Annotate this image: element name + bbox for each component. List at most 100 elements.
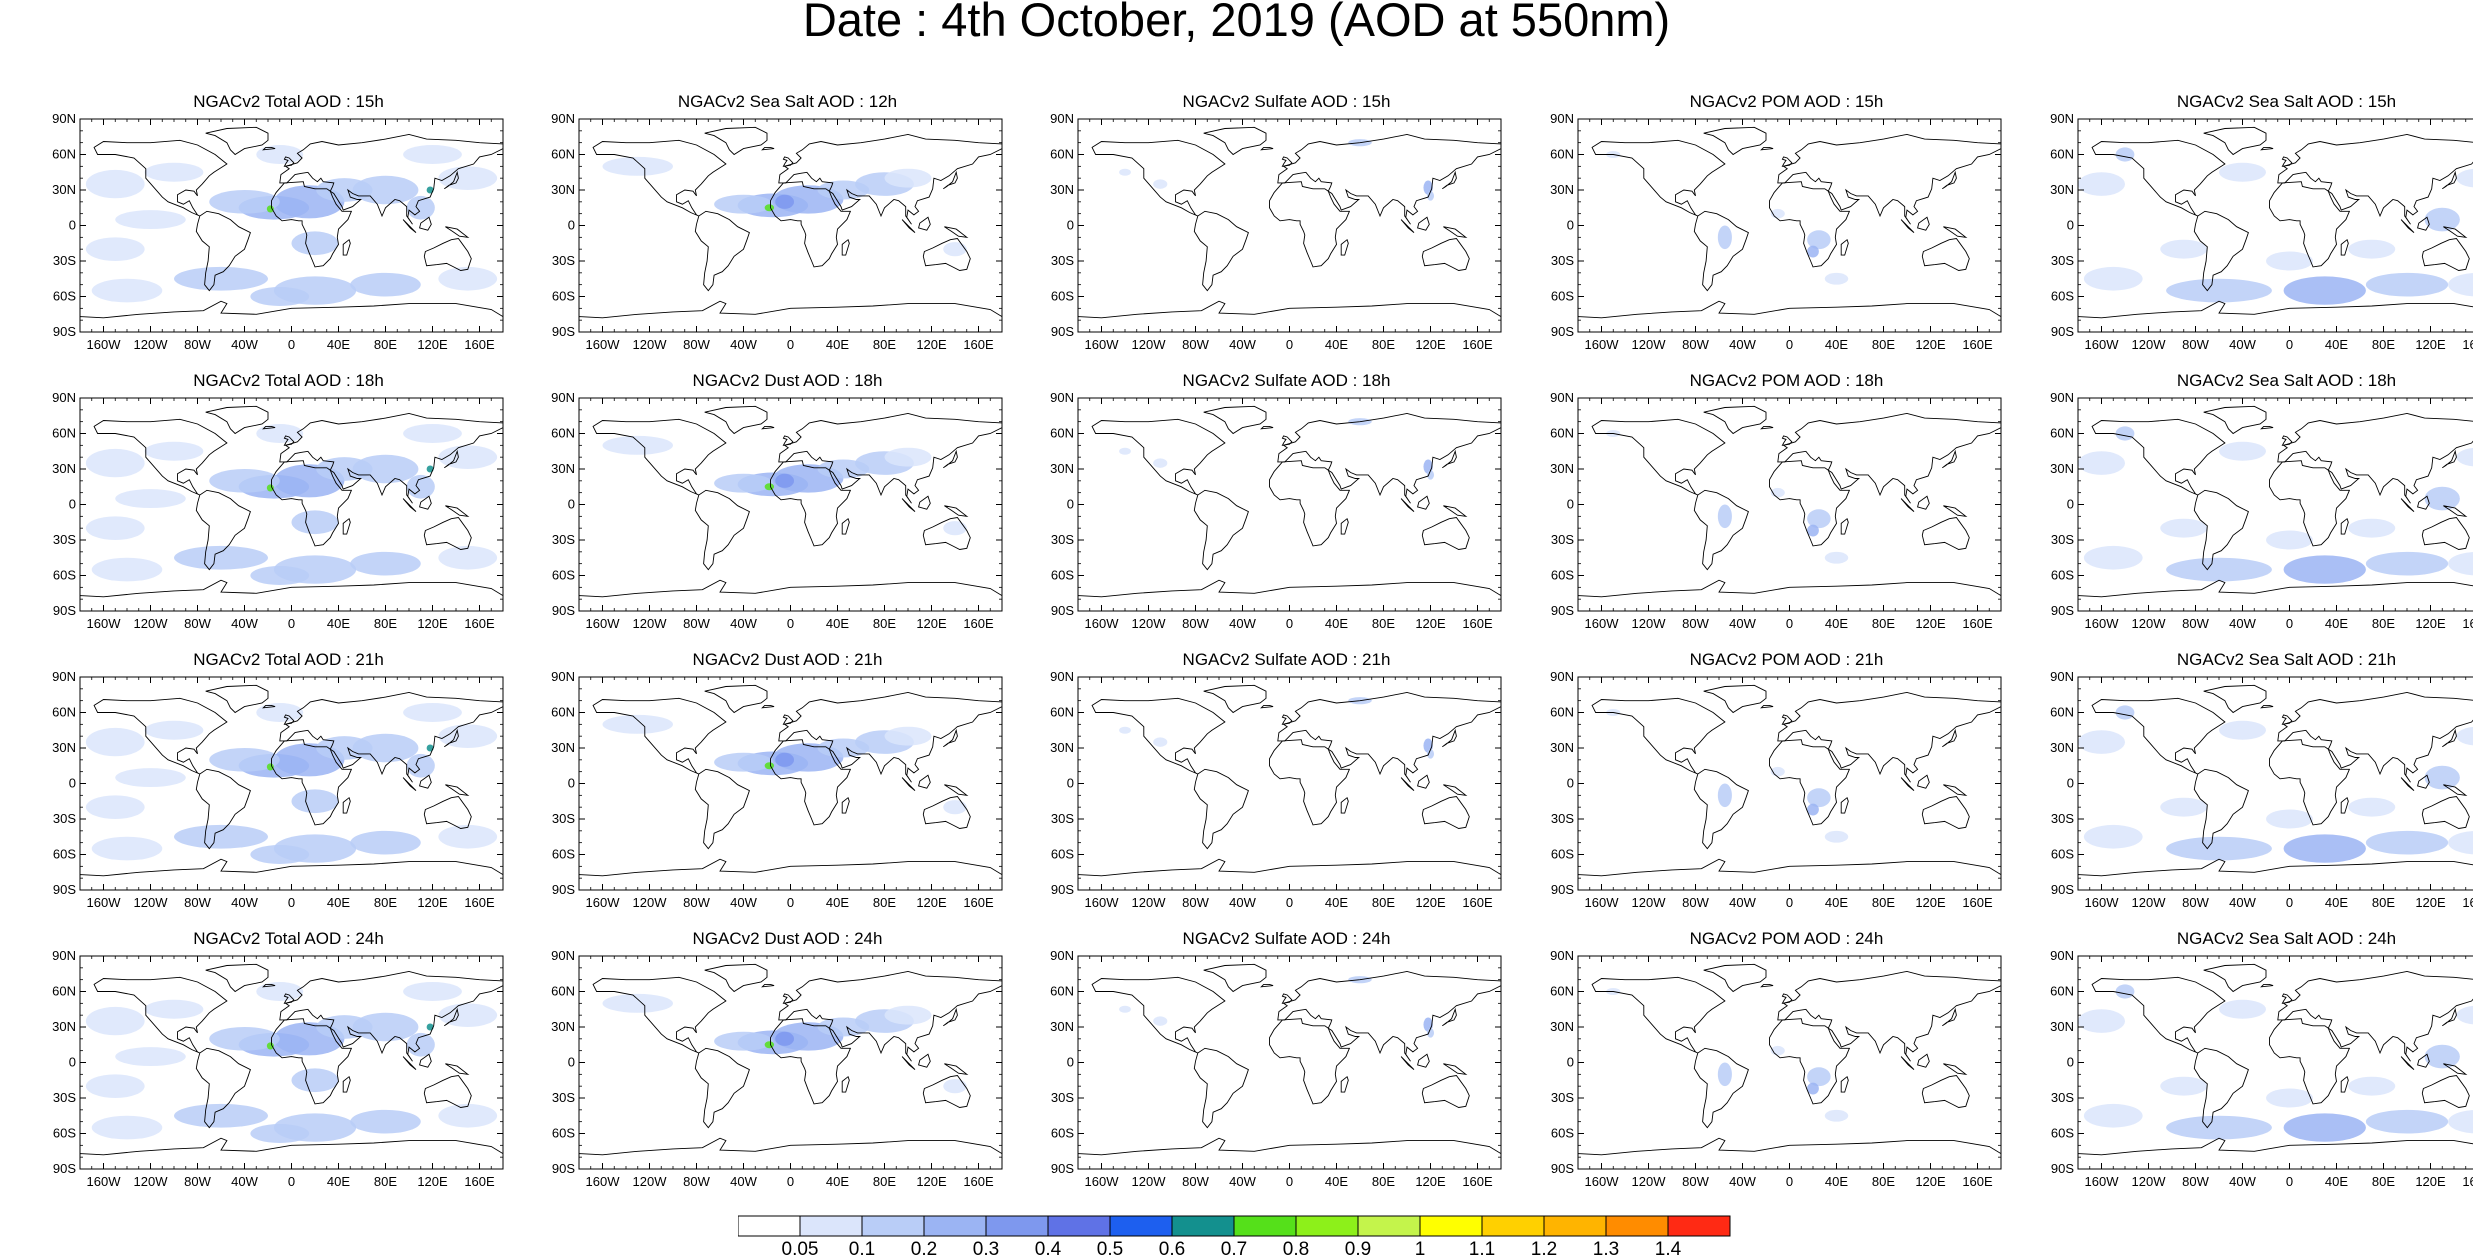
coastline (1777, 970, 2001, 1062)
coastline (944, 1063, 969, 1075)
lon-label: 40W (1229, 1174, 1256, 1189)
lon-label: 80E (1872, 895, 1895, 910)
aod-shading (2166, 557, 2272, 582)
lat-label: 30N (551, 182, 575, 197)
aod-shading (144, 441, 204, 461)
aod-shading (2448, 830, 2473, 855)
coastline (1777, 133, 2001, 225)
colorbar-label: 0.5 (1097, 1239, 1123, 1257)
lon-label: 80E (873, 1174, 896, 1189)
lat-label: 90N (551, 111, 575, 126)
aod-shading (1153, 458, 1168, 468)
coastline (1777, 691, 2001, 783)
aod-shading (2083, 266, 2143, 291)
lat-label: 0 (1067, 218, 1074, 233)
coastline (1193, 1047, 1249, 1129)
aod-shading (266, 205, 274, 213)
lon-label: 0 (2286, 1174, 2293, 1189)
coastline (2203, 126, 2267, 156)
map-layer (579, 405, 1002, 611)
lon-label: 0 (787, 337, 794, 352)
coastline (2421, 796, 2470, 829)
coastline (1091, 418, 1226, 496)
aod-shading (350, 551, 421, 576)
coastline (1777, 412, 2001, 504)
lon-label: 120E (1415, 616, 1446, 631)
coastline (2400, 498, 2415, 512)
coastline (918, 495, 931, 510)
aod-shading (2219, 999, 2266, 1019)
coastline (1400, 219, 1415, 233)
map-layer (1078, 126, 1501, 332)
coastline (944, 226, 969, 238)
lat-label: 90S (552, 882, 575, 897)
coastline (2421, 238, 2470, 271)
map-frame (1577, 118, 2002, 333)
panel-title: NGACv2 Total AOD : 24h (193, 929, 384, 948)
lat-label: 0 (2067, 497, 2074, 512)
coastline (782, 435, 794, 446)
coastline (195, 768, 251, 850)
colorbar-box (1605, 1215, 1669, 1237)
coastline (2277, 133, 2473, 225)
lat-label: 0 (2067, 1055, 2074, 1070)
aod-shading (174, 1103, 268, 1128)
lat-label: 90N (551, 948, 575, 963)
lon-label: 120E (916, 337, 947, 352)
coastline (1203, 684, 1267, 714)
lon-label: 160W (1585, 616, 1620, 631)
coastline (2078, 579, 2473, 611)
map-panel: NGACv2 Dust AOD : 24h 90N 60N 30N 0 30S 60S 90S… (537, 929, 1038, 1207)
lat-label: 60S (2051, 568, 2074, 583)
lat-label: 0 (69, 218, 76, 233)
coastline (782, 156, 794, 167)
aod-shading (250, 1124, 310, 1143)
aod-shading (85, 237, 145, 261)
aod-shading (2456, 447, 2473, 467)
lon-label: 120W (2132, 895, 2167, 910)
lat-label: 0 (2067, 218, 2074, 233)
coastline (841, 517, 850, 535)
coastline (841, 238, 850, 256)
lat-label: 30N (2050, 1019, 2074, 1034)
coastline (1840, 517, 1849, 535)
lat-label: 90N (1550, 390, 1574, 405)
aod-shading (2283, 834, 2366, 863)
lat-label: 60N (52, 147, 76, 162)
coastline (279, 133, 503, 225)
colorbar-label: 0.1 (849, 1239, 875, 1257)
lat-label: 30N (52, 1019, 76, 1034)
lat-label: 30S (2051, 1090, 2074, 1105)
lon-label: 160E (1462, 1174, 1493, 1189)
lat-label: 60N (1550, 147, 1574, 162)
coastline (761, 704, 775, 709)
lon-label: 0 (288, 616, 295, 631)
lat-label: 30N (1550, 182, 1574, 197)
aod-shading (250, 566, 310, 585)
map-svg: 90N 60N 30N 0 30S 60S 90S 160W 120W 80W 40W 0 40E 80E… (1550, 669, 2002, 910)
coastline (423, 238, 472, 271)
lat-label: 60N (1550, 984, 1574, 999)
coastline (2340, 517, 2349, 535)
coastline (2340, 796, 2349, 814)
aod-shading (85, 448, 145, 478)
aod-shading (352, 1012, 419, 1042)
lon-label: 40E (2325, 1174, 2348, 1189)
lon-label: 160W (586, 337, 621, 352)
coastline (2281, 714, 2293, 725)
lon-label: 40W (730, 337, 757, 352)
coastline (1693, 768, 1749, 850)
panel-title: NGACv2 Dust AOD : 24h (692, 929, 883, 948)
coastline (1281, 993, 1293, 1004)
lon-label: 40W (1729, 1174, 1756, 1189)
map-layer (579, 963, 1002, 1169)
lon-label: 120E (916, 895, 947, 910)
panel-title: NGACv2 Total AOD : 21h (193, 650, 384, 669)
aod-shading (764, 204, 775, 212)
lat-label: 0 (1067, 1055, 1074, 1070)
lat-label: 90S (1551, 603, 1574, 618)
lon-label: 0 (1286, 616, 1293, 631)
aod-shading (352, 733, 419, 763)
lat-label: 30S (2051, 811, 2074, 826)
lon-label: 160W (2085, 1174, 2120, 1189)
